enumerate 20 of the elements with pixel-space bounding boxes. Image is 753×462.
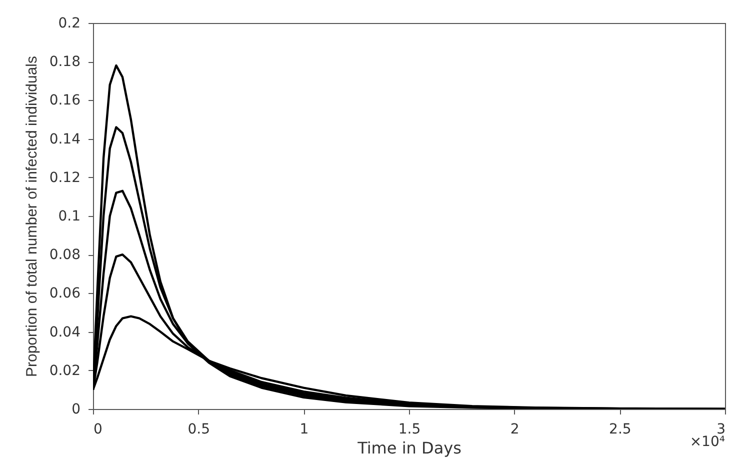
y-tick-label: 0 bbox=[72, 402, 80, 418]
y-tick-label: 0.06 bbox=[49, 286, 81, 302]
y-tick-label: 0.04 bbox=[49, 324, 81, 340]
x-tick-label: 2 bbox=[510, 422, 520, 438]
x-tick-label: 0 bbox=[94, 422, 102, 438]
y-tick-label: 0.1 bbox=[58, 208, 80, 224]
x-tick-label: 1 bbox=[300, 422, 309, 438]
x-tick-label: 0.5 bbox=[188, 422, 210, 438]
x-tick-label: 1.5 bbox=[398, 422, 421, 438]
y-tick-label: 0.2 bbox=[58, 16, 80, 32]
y-tick-label: 0.12 bbox=[49, 170, 80, 186]
y-tick-label: 0.16 bbox=[49, 92, 81, 109]
y-tick-label: 0.14 bbox=[49, 131, 81, 148]
x-tick-label: 2.5 bbox=[609, 422, 632, 438]
text: ×10⁴ bbox=[690, 434, 726, 450]
y-tick-label: 0.02 bbox=[49, 362, 80, 379]
y-tick-label: 0.18 bbox=[49, 54, 80, 70]
y-tick-label: 0.08 bbox=[49, 247, 80, 264]
y-axis-title: Proportion of total number of infected individuals bbox=[23, 56, 40, 378]
x-axis-title: Time in Days bbox=[356, 438, 462, 458]
